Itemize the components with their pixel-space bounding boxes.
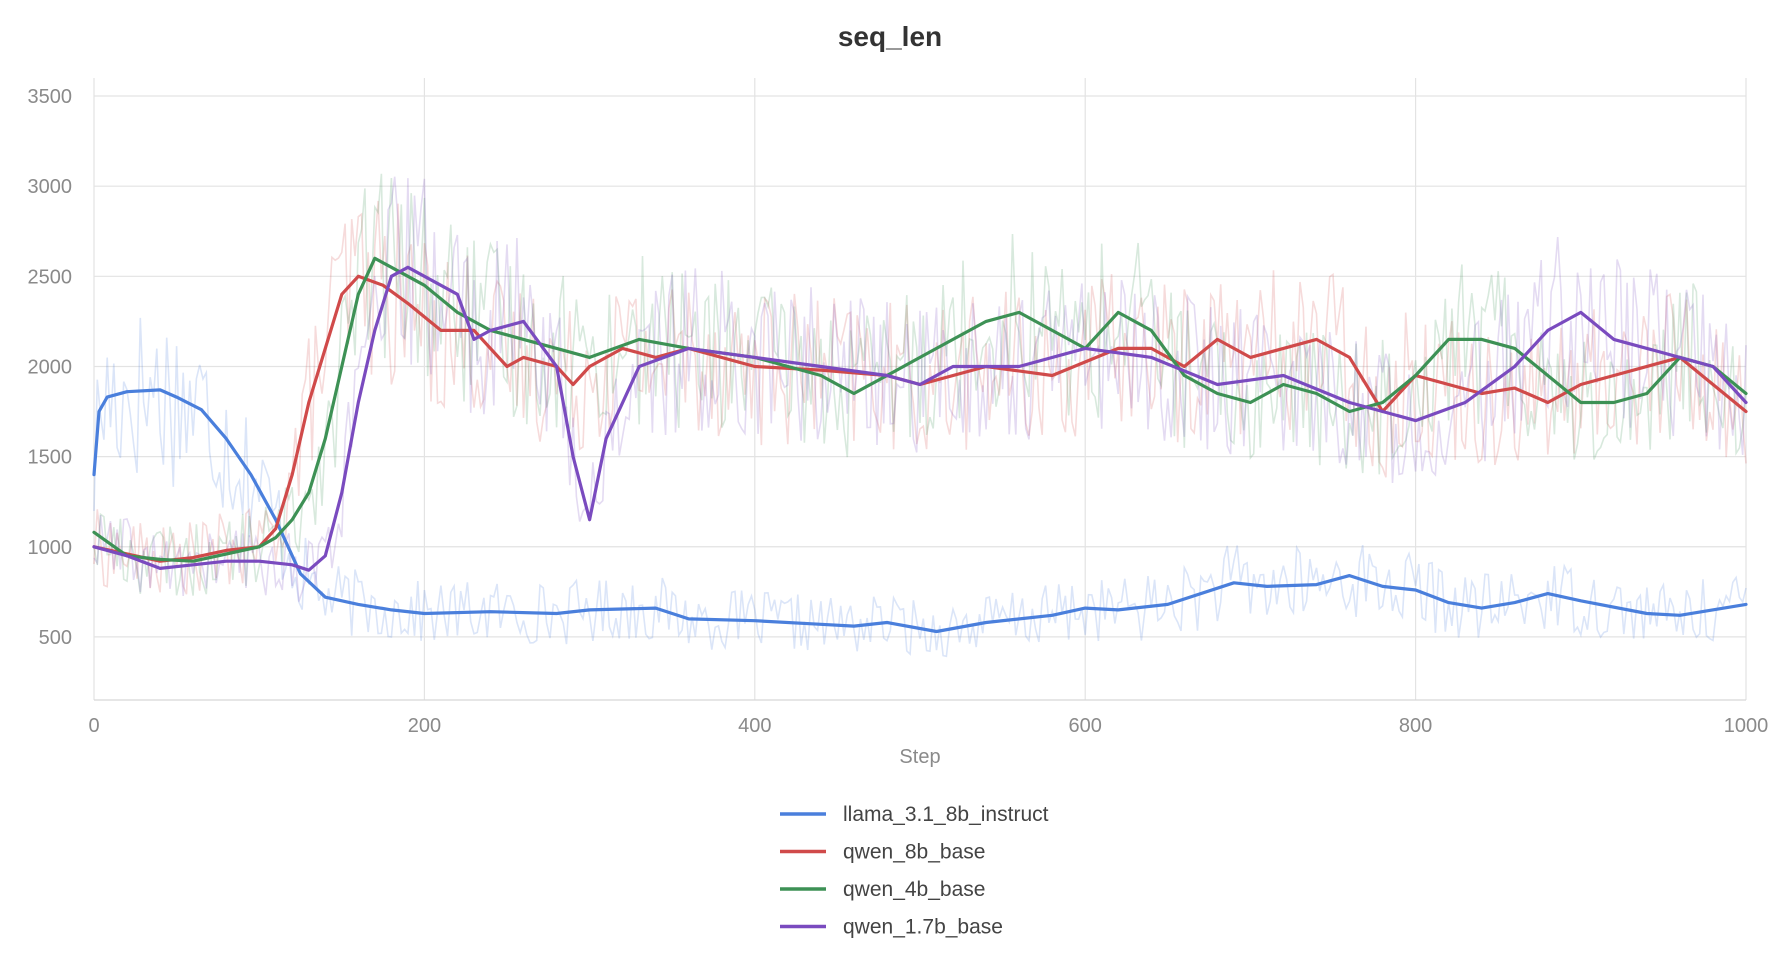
legend: llama_3.1_8b_instruct qwen_8b_base qwen_4b… (780, 803, 1049, 939)
y-tick-label: 1500 (28, 447, 73, 469)
y-tick-label: 500 (39, 627, 72, 649)
y-tick-label: 3500 (28, 86, 73, 108)
y-tick-label: 2000 (28, 356, 73, 378)
raw-series-line (93, 176, 1747, 602)
legend-label: qwen_4b_base (843, 878, 985, 901)
raw-series-line (93, 173, 1747, 596)
x-tick-label: 1000 (1724, 715, 1769, 737)
chart-title: seq_len (838, 21, 942, 52)
y-tick-label: 2500 (28, 266, 73, 288)
y-tick-label: 3000 (28, 176, 73, 198)
legend-label: qwen_8b_base (843, 841, 985, 864)
x-tick-label: 0 (88, 715, 99, 737)
raw-series-layer (93, 173, 1747, 658)
grid (93, 78, 1747, 701)
legend-label: qwen_1.7b_base (843, 916, 1003, 939)
series-line (92, 388, 1748, 634)
raw-series-line (93, 317, 1747, 658)
x-tick-label: 800 (1399, 715, 1432, 737)
series-line (92, 256, 1748, 563)
legend-label: llama_3.1_8b_instruct (843, 803, 1049, 826)
x-tick-label: 200 (408, 715, 441, 737)
x-tick-label: 600 (1069, 715, 1102, 737)
x-axis-label: Step (899, 746, 940, 768)
axis-ticks: 500 1000 1500 2000 2500 3000 3500 0 200 400 600 800… (28, 86, 1769, 737)
smoothed-series-layer (92, 256, 1748, 634)
y-tick-label: 1000 (28, 537, 73, 559)
series-line (92, 265, 1748, 572)
x-tick-label: 400 (738, 715, 771, 737)
series-line (92, 274, 1748, 563)
raw-series-line (93, 200, 1747, 595)
